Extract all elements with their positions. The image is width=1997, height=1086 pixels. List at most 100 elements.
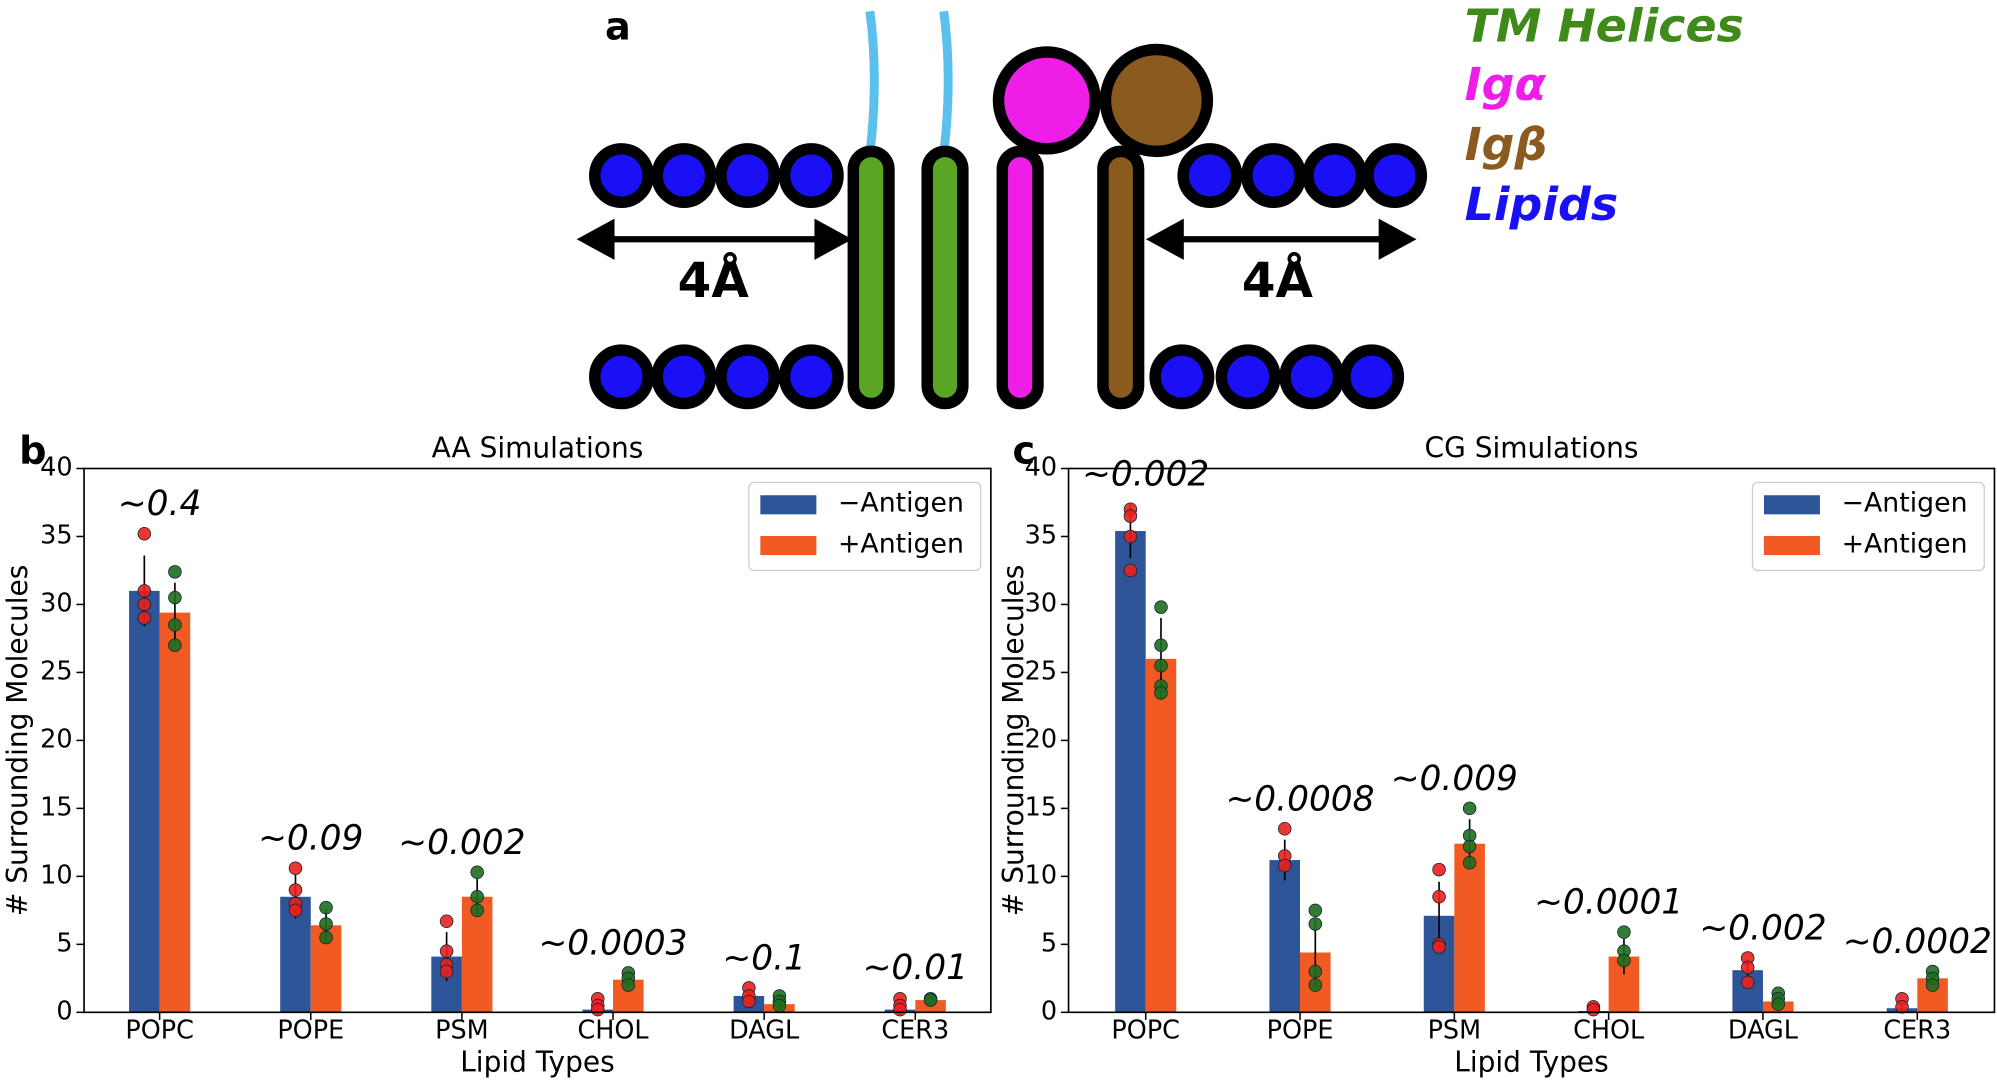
diagram: a 4Å 4Å TM Helices Igα Igβ Lipids <box>576 0 1744 410</box>
data-point <box>137 611 152 625</box>
y-tick-label: 20 <box>40 724 72 754</box>
data-point <box>1308 917 1323 931</box>
data-point <box>288 883 303 897</box>
panel-label: c <box>1013 430 1036 474</box>
data-point <box>772 998 787 1013</box>
data-point <box>1740 960 1755 975</box>
data-point <box>1154 658 1168 673</box>
diagram-legend: Igβ <box>1465 117 1548 171</box>
p-value: ~0.002 <box>1082 454 1209 494</box>
data-point <box>1586 1002 1601 1017</box>
y-tick-label: 15 <box>40 792 72 822</box>
x-tick-label: PSM <box>1428 1015 1482 1045</box>
data-point <box>439 964 454 979</box>
bar <box>159 612 191 1013</box>
y-tick-label: 35 <box>1025 520 1057 550</box>
chart-title: AA Simulations <box>432 431 644 464</box>
plot-frame <box>1067 467 1996 1014</box>
chart: c CG Simulations Lipid Types # Surrounding … <box>997 430 1996 1078</box>
data-point <box>1308 903 1323 918</box>
diagram-legend: TM Helices <box>1465 0 1744 53</box>
data-point <box>1925 978 1940 992</box>
y-tick-label: 25 <box>1025 656 1057 686</box>
data-point <box>923 993 938 1007</box>
y-tick-label: 40 <box>1025 452 1057 482</box>
x-tick-label: CHOL <box>577 1015 649 1045</box>
legend-label: +Antigen <box>1842 528 1968 559</box>
data-point <box>168 590 182 605</box>
data-point <box>1432 890 1446 904</box>
p-value: ~0.01 <box>863 948 968 988</box>
p-value: ~0.002 <box>1699 908 1826 948</box>
data-point <box>621 978 636 992</box>
x-tick-label: PSM <box>435 1015 489 1045</box>
y-tick-label: 10 <box>1025 860 1057 890</box>
legend-swatch <box>760 495 817 515</box>
x-tick-label: DAGL <box>729 1015 800 1045</box>
p-value: ~0.0001 <box>1534 883 1683 923</box>
x-tick-label: POPE <box>277 1015 344 1045</box>
x-tick-label: POPC <box>125 1015 194 1045</box>
data-point <box>1277 858 1292 873</box>
data-point <box>1617 925 1631 939</box>
data-point <box>590 1002 605 1017</box>
x-tick-label: CER3 <box>1883 1015 1951 1045</box>
data-point <box>168 638 182 652</box>
y-axis-label: # Surrounding Molecules <box>997 565 1030 916</box>
data-point <box>288 861 303 875</box>
data-point <box>1154 600 1168 614</box>
x-tick-label: POPC <box>1111 1015 1180 1045</box>
data-point <box>1771 997 1786 1011</box>
y-tick-label: 0 <box>1041 996 1057 1026</box>
data-point <box>1123 563 1138 578</box>
data-point <box>1123 529 1138 544</box>
y-tick-label: 30 <box>40 588 72 618</box>
y-tick-label: 0 <box>56 996 72 1026</box>
diagram-legend: Igα <box>1465 57 1547 111</box>
y-tick-label: 35 <box>40 520 72 550</box>
bar <box>1454 843 1485 1013</box>
data-point <box>168 618 182 632</box>
panel-label: a <box>605 6 631 50</box>
data-point <box>319 917 333 931</box>
x-tick-label: DAGL <box>1728 1015 1799 1045</box>
p-value: ~0.1 <box>722 938 805 978</box>
legend-swatch <box>1763 535 1820 556</box>
chart-title: CG Simulations <box>1425 431 1639 464</box>
p-value: ~0.0002 <box>1843 922 1992 962</box>
data-point <box>168 565 182 579</box>
y-axis-label: # Surrounding Molecules <box>1 565 34 916</box>
data-point <box>1462 839 1477 854</box>
distance-label: 4Å <box>1242 252 1314 309</box>
data-point <box>1123 509 1138 523</box>
y-tick-label: 25 <box>40 656 72 686</box>
data-point <box>470 890 484 904</box>
data-point <box>137 527 152 541</box>
data-point <box>1432 862 1446 877</box>
y-tick-label: 10 <box>40 860 72 890</box>
data-point <box>1432 940 1446 954</box>
helix-tail <box>865 10 953 155</box>
distance-label: 4Å <box>678 252 750 309</box>
panel-label: b <box>19 430 46 474</box>
data-point <box>1740 975 1755 990</box>
lipids <box>589 143 1428 410</box>
data-point <box>319 930 333 945</box>
bar <box>1269 860 1301 1013</box>
legend-label: +Antigen <box>838 528 964 559</box>
y-tick-label: 15 <box>1025 792 1057 822</box>
data-point <box>288 903 303 918</box>
data-point <box>1462 801 1477 816</box>
data-point <box>1895 1000 1909 1014</box>
y-tick-label: 5 <box>1041 928 1057 958</box>
bar <box>1115 531 1146 1013</box>
chart: b AA Simulations Lipid Types # Surrounding … <box>1 430 992 1078</box>
p-value: ~0.009 <box>1391 759 1518 799</box>
data-point <box>137 597 152 612</box>
y-tick-label: 30 <box>1025 588 1057 618</box>
data-point <box>1308 978 1323 992</box>
arrows <box>576 218 1417 260</box>
x-tick-label: POPE <box>1267 1015 1334 1045</box>
bar <box>129 590 160 1013</box>
